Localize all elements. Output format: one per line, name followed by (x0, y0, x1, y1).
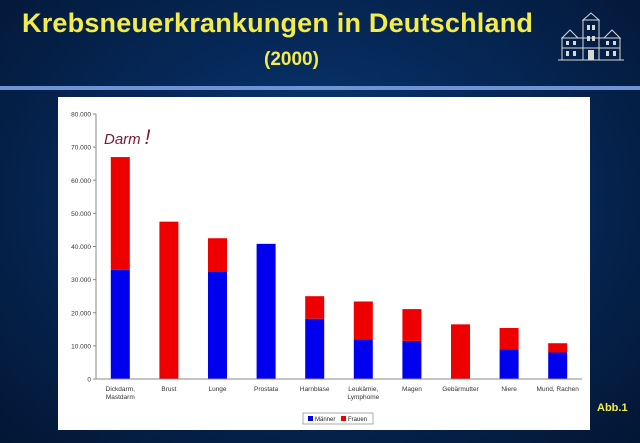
bar-frauen (499, 327, 519, 350)
bar-frauen (110, 157, 130, 270)
bar-männer (499, 349, 519, 379)
bar-chart: 0 10.000 20.000 30.000 40.000 50.000 60.000 70.… (71, 112, 582, 425)
legend-box (302, 412, 374, 425)
bar-männer (353, 339, 373, 379)
bar-männer (208, 272, 227, 379)
y-tick-label: 70.000 (71, 145, 91, 152)
bar-frauen (548, 343, 568, 353)
x-tick-label: Prostata (254, 386, 279, 393)
bar-männer (548, 352, 568, 379)
bar-frauen (402, 309, 422, 341)
bar-männer (110, 269, 130, 379)
bar-männer (256, 243, 276, 379)
x-tick-label: Magen (402, 386, 422, 393)
legend: Männer Frauen (302, 412, 374, 425)
x-tick-label: Gebärmutter (442, 386, 479, 393)
x-tick-label: Mund, Rachen (537, 386, 580, 393)
bar-frauen (208, 238, 227, 273)
legend-label: Frauen (348, 417, 367, 423)
bar-frauen (159, 221, 179, 379)
bar-frauen (451, 324, 470, 379)
x-tick-label: Brust (161, 386, 176, 393)
x-tick-label: Leukämie, (348, 386, 378, 393)
x-tick-label: Mastdarm (106, 394, 135, 401)
x-tick-label: Niere (501, 386, 517, 393)
x-tick-label: Lunge (208, 386, 226, 393)
figure-label: Abb.1 (597, 402, 628, 414)
legend-swatch (308, 416, 313, 421)
page-title: Krebsneuerkrankungen in Deutschland (22, 8, 534, 38)
x-tick-label: Harnblase (300, 386, 330, 393)
building-logo-icon (558, 12, 624, 61)
bar-männer (402, 340, 422, 379)
y-tick-label: 20.000 (71, 310, 91, 317)
legend-swatch (341, 416, 346, 421)
x-tick-label: Dickdarm, (106, 386, 135, 393)
chart-annotation: Darm! (104, 126, 151, 149)
page-subtitle: (2000) (264, 49, 319, 70)
y-tick-label: 80.000 (71, 112, 91, 119)
legend-label: Männer (315, 417, 335, 423)
y-tick-label: 0 (87, 377, 91, 384)
y-tick-label: 40.000 (71, 244, 91, 251)
y-axis-ticks: 0 10.000 20.000 30.000 40.000 50.000 60.000 70.… (71, 112, 96, 384)
x-tick-label: Lymphome (347, 394, 379, 401)
y-tick-label: 30.000 (71, 277, 91, 284)
y-tick-label: 60.000 (71, 178, 91, 185)
chart-panel: 0 10.000 20.000 30.000 40.000 50.000 60.000 70.… (58, 97, 590, 430)
bar-frauen (305, 296, 325, 319)
y-tick-label: 50.000 (71, 211, 91, 218)
x-axis-labels: Dickdarm,Mastdarm Brust Lunge Prostata Harnb… (106, 386, 580, 401)
header-divider (0, 86, 640, 90)
y-tick-label: 10.000 (71, 343, 91, 350)
bar-frauen (353, 301, 373, 340)
bars (110, 157, 568, 379)
bar-männer (305, 318, 325, 379)
